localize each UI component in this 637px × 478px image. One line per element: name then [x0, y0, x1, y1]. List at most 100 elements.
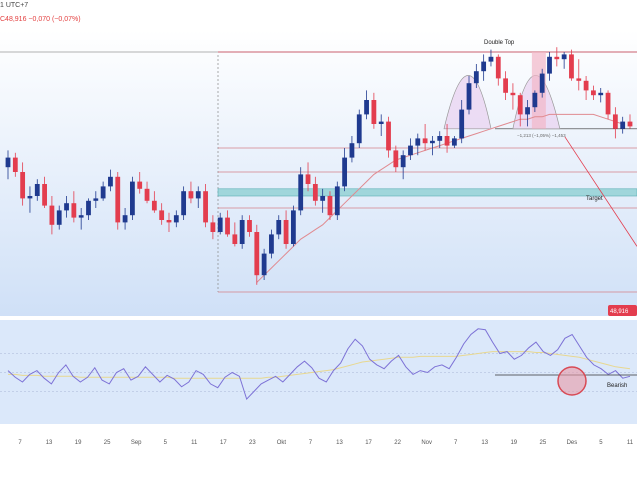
- candle-body: [488, 56, 494, 62]
- candle-body: [64, 203, 69, 211]
- candle-body: [159, 210, 165, 220]
- candle-body: [173, 215, 179, 223]
- candle-body: [539, 73, 545, 93]
- candle: [598, 88, 604, 103]
- level-target-zone: [217, 188, 637, 197]
- candle: [56, 205, 62, 230]
- candle-body: [12, 157, 18, 172]
- candle: [349, 136, 355, 163]
- candle-body: [598, 92, 604, 96]
- candle: [627, 114, 633, 129]
- candle-body: [181, 191, 187, 216]
- candle-body: [393, 150, 399, 168]
- x-tick-label: 5: [599, 440, 603, 446]
- rsi-ma-line: [8, 351, 631, 379]
- candle: [503, 71, 508, 100]
- candle: [93, 191, 99, 208]
- x-tick-label: 13: [481, 440, 488, 446]
- candle: [393, 145, 399, 172]
- candle: [378, 114, 384, 136]
- candle-body: [130, 181, 135, 216]
- price-badge-text: 48,916: [610, 309, 629, 315]
- candle: [247, 215, 252, 237]
- x-tick-label: 17: [220, 440, 227, 446]
- candle: [451, 136, 457, 148]
- candle-body: [290, 210, 296, 244]
- projection-line: [564, 136, 637, 247]
- x-tick-label: 11: [191, 440, 198, 446]
- candle-body: [305, 174, 311, 184]
- candle-body: [334, 186, 340, 216]
- candle-body: [320, 196, 326, 201]
- candle-body: [42, 184, 47, 206]
- bearish-label: Bearish: [607, 383, 627, 389]
- candle: [108, 169, 113, 192]
- candle: [239, 215, 245, 249]
- candle-body: [576, 78, 582, 81]
- candle-body: [510, 92, 516, 96]
- rsi-pane-background: [0, 318, 637, 424]
- candle-body: [49, 205, 55, 225]
- candle-body: [239, 220, 245, 244]
- candle-body: [144, 188, 150, 201]
- candle-body: [349, 143, 355, 158]
- x-tick-label: Sep: [131, 440, 142, 446]
- candle: [210, 215, 216, 240]
- x-tick-label: 7: [309, 440, 313, 446]
- candle-body: [225, 217, 230, 235]
- candle: [290, 205, 296, 247]
- candle-body: [27, 196, 33, 199]
- candle-body: [342, 157, 348, 187]
- candle-body: [561, 54, 567, 60]
- candle: [159, 203, 165, 225]
- candle: [71, 191, 77, 223]
- candle-body: [364, 100, 369, 115]
- candle-body: [554, 56, 560, 60]
- x-tick-label: Okt: [277, 440, 287, 446]
- candle-body: [415, 138, 421, 146]
- candle: [400, 150, 406, 180]
- candle-body: [78, 215, 84, 218]
- candle: [620, 116, 626, 134]
- candle-body: [627, 121, 633, 127]
- candle-body: [100, 186, 106, 199]
- candle: [100, 181, 106, 201]
- candle-body: [312, 184, 318, 201]
- candle-body: [20, 172, 26, 199]
- candle: [539, 68, 545, 98]
- candle: [495, 54, 501, 86]
- candle-body: [247, 220, 252, 232]
- candle: [554, 47, 560, 67]
- candle: [466, 76, 472, 115]
- price-badge: [608, 305, 637, 316]
- x-tick-label: Nov: [421, 440, 432, 446]
- candle-body: [356, 114, 362, 144]
- candle-body: [86, 200, 91, 216]
- candle: [320, 188, 326, 213]
- candle: [5, 150, 11, 180]
- candle: [225, 210, 230, 237]
- x-tick-label: 11: [627, 440, 634, 446]
- candle-body: [283, 220, 289, 244]
- candle: [422, 124, 428, 151]
- candle-body: [569, 54, 574, 79]
- x-tick-label: 25: [540, 440, 547, 446]
- candle-body: [532, 92, 538, 108]
- candle: [217, 212, 223, 235]
- x-tick-label: 22: [394, 440, 401, 446]
- candle: [576, 59, 582, 91]
- candle: [276, 215, 282, 240]
- x-tick-label: 19: [510, 440, 517, 446]
- candle: [561, 52, 567, 69]
- candle-body: [210, 222, 216, 232]
- candle-body: [481, 61, 487, 72]
- candle-body: [93, 198, 99, 201]
- x-tick-label: Des: [567, 440, 578, 446]
- candle: [137, 172, 143, 194]
- candle: [173, 210, 179, 228]
- candle: [261, 248, 267, 280]
- candle-body: [466, 83, 472, 110]
- candle-body: [261, 253, 267, 276]
